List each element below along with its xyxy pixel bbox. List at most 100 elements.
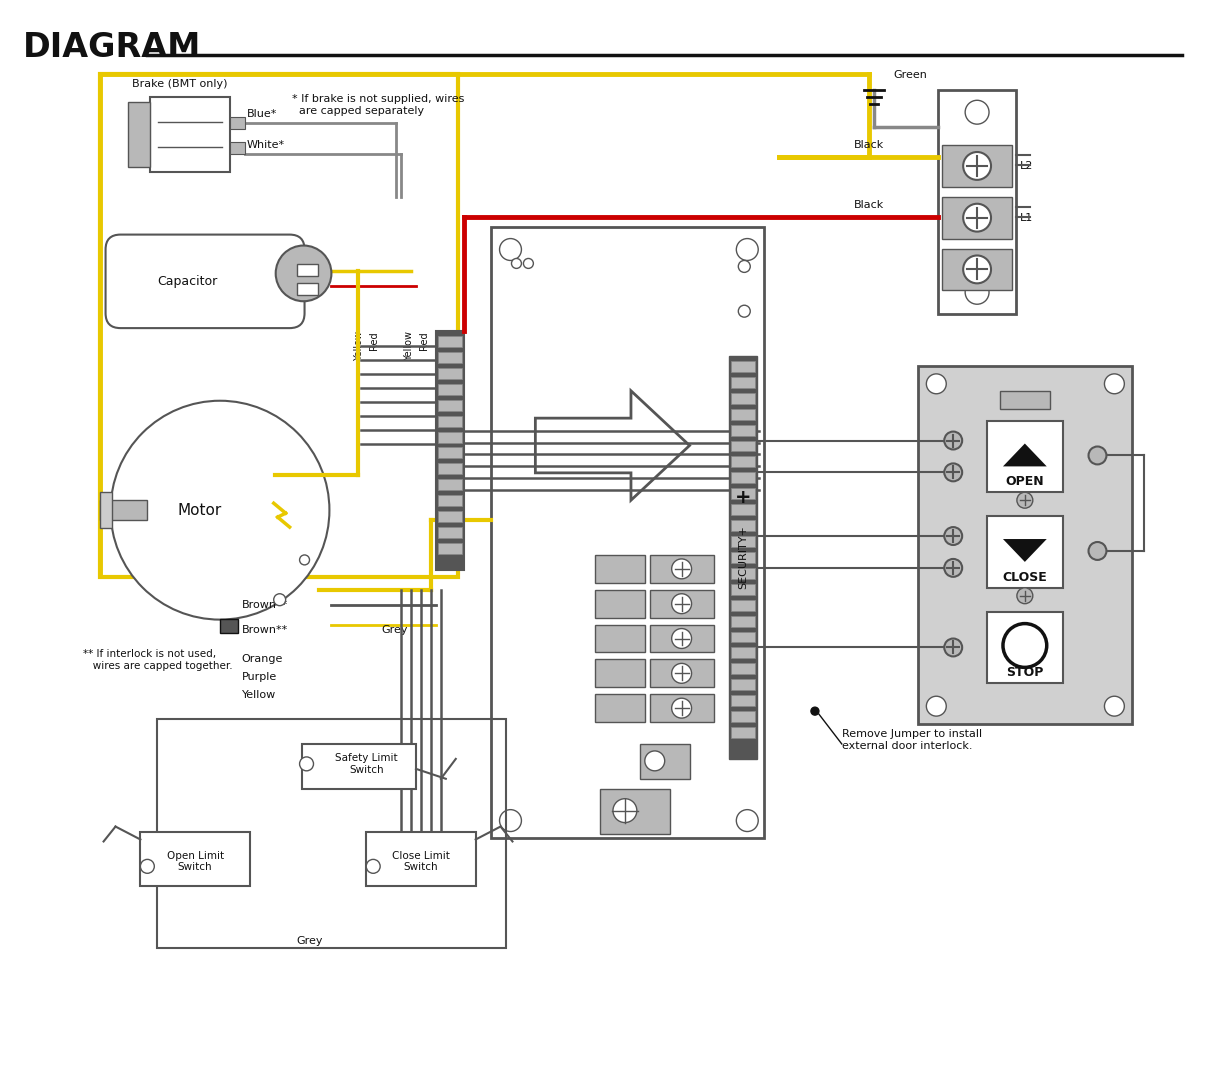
Circle shape [738,260,750,272]
Circle shape [299,757,314,770]
Text: Brake (BMT only): Brake (BMT only) [132,79,228,89]
Bar [731,376,755,387]
Text: Open Limit
Switch: Open Limit Switch [166,851,224,873]
Bar [438,495,462,506]
Circle shape [1088,542,1107,560]
Bar [919,366,1132,725]
Bar [438,336,462,347]
Bar [221,619,238,632]
Circle shape [964,203,991,232]
Text: Yellow: Yellow [404,331,415,361]
Circle shape [511,259,521,269]
Circle shape [1088,446,1107,465]
Bar [99,74,458,577]
Circle shape [299,555,309,565]
Polygon shape [1004,539,1047,561]
Circle shape [274,594,286,606]
Circle shape [1104,696,1125,716]
Bar [595,625,645,653]
Circle shape [645,751,664,770]
Circle shape [524,259,533,269]
Text: DIAGRAM: DIAGRAM [23,30,201,63]
Bar [595,590,645,618]
Bar [731,584,755,595]
Circle shape [926,374,947,394]
Bar [436,331,464,570]
Bar [438,463,462,474]
Bar [731,616,755,627]
Circle shape [141,860,154,874]
Text: Grey: Grey [296,936,322,945]
Bar [731,361,755,372]
Text: Green: Green [893,71,927,81]
Text: CLOSE: CLOSE [1002,571,1047,584]
Bar [650,590,714,618]
Bar [438,543,462,554]
Circle shape [1017,588,1033,604]
Bar [438,432,462,443]
Bar [438,416,462,426]
Bar [731,536,755,547]
Bar [141,831,250,887]
Bar [438,527,462,539]
Polygon shape [536,391,690,500]
Polygon shape [1004,444,1047,467]
Circle shape [671,664,692,683]
Text: Remove Jumper to install
external door interlock.: Remove Jumper to install external door i… [842,729,982,751]
Circle shape [275,246,331,301]
Text: Motor: Motor [178,503,222,518]
Bar [438,368,462,379]
Text: L1: L1 [1019,212,1033,223]
Bar [99,492,112,528]
Circle shape [738,306,750,318]
Bar [650,694,714,722]
Bar [366,831,475,887]
Circle shape [737,809,759,831]
Text: * If brake is not supplied, wires
  are capped separately: * If brake is not supplied, wires are ca… [292,95,464,116]
Text: +: + [734,487,751,507]
Bar [938,90,1016,314]
Text: Brown**: Brown** [242,625,288,634]
Text: Brown**: Brown** [242,599,288,609]
Text: Purple: Purple [242,672,278,682]
Circle shape [926,696,947,716]
Text: Black: Black [853,140,884,150]
Bar [491,226,765,839]
Circle shape [671,559,692,579]
Bar [595,659,645,688]
Circle shape [366,860,381,874]
Bar [731,489,755,499]
FancyBboxPatch shape [105,235,304,329]
Text: Yellow: Yellow [354,331,365,361]
Bar [99,500,148,520]
Bar [650,625,714,653]
Bar [730,356,758,759]
Circle shape [671,698,692,718]
Circle shape [737,238,759,260]
Circle shape [499,809,521,831]
Bar [438,511,462,522]
Bar [987,421,1063,492]
Circle shape [671,629,692,648]
Bar [230,118,245,129]
Bar [438,353,462,363]
Circle shape [110,400,330,619]
Bar [731,664,755,675]
Bar [731,441,755,452]
Circle shape [1004,623,1047,667]
Bar [731,393,755,404]
Text: White*: White* [247,140,285,150]
Bar [731,552,755,562]
Bar [158,719,505,948]
Bar [731,727,755,738]
Text: Capacitor: Capacitor [158,275,217,288]
Circle shape [944,463,962,481]
Bar [731,712,755,722]
Circle shape [964,256,991,283]
Text: Safety Limit
Switch: Safety Limit Switch [335,753,398,775]
Circle shape [944,527,962,545]
Bar [987,611,1063,683]
Text: Blue*: Blue* [247,109,278,120]
Text: Red: Red [419,331,429,349]
Bar [128,102,150,166]
